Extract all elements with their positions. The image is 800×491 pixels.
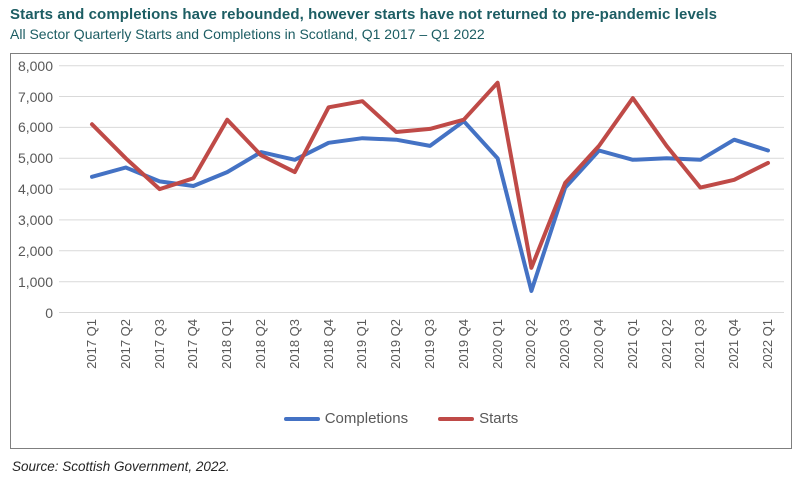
y-axis-label: 7,000 <box>17 88 53 105</box>
y-axis-label: 1,000 <box>17 273 53 290</box>
y-axis-label: 3,000 <box>17 211 53 228</box>
x-axis-label: 2018 Q2 <box>253 319 268 369</box>
x-axis-label: 2017 Q3 <box>151 319 167 369</box>
series-line-starts <box>90 80 770 270</box>
y-axis-label: 5,000 <box>17 150 53 167</box>
x-axis-label: 2020 Q1 <box>489 319 505 369</box>
page-subtitle: All Sector Quarterly Starts and Completi… <box>10 26 485 42</box>
page-title: Starts and completions have rebounded, h… <box>10 6 718 23</box>
chart-frame: 0 1,000 2,000 3,000 4,000 5,000 6,000 7,000 8,00… <box>10 53 792 449</box>
y-axis-label: 0 <box>45 304 53 321</box>
legend-swatch-starts-icon <box>438 416 475 421</box>
x-axis-label: 2020 Q2 <box>523 319 539 369</box>
y-axis-label: 4,000 <box>17 181 53 198</box>
x-axis-label: 2019 Q1 <box>354 319 370 369</box>
legend: Completions Starts <box>11 410 791 427</box>
x-axis-label: 2020 Q4 <box>591 319 606 369</box>
x-axis-label: 2021 Q1 <box>624 319 640 369</box>
x-axis-label: 2021 Q2 <box>658 319 674 369</box>
x-axis-label: 2019 Q4 <box>455 319 471 369</box>
legend-label: Starts <box>479 410 519 427</box>
legend-item-starts: Starts <box>438 410 518 427</box>
x-axis-label: 2018 Q3 <box>286 319 302 369</box>
x-axis-label: 2021 Q3 <box>692 319 708 369</box>
x-axis-label: 2022 Q1 <box>760 319 775 369</box>
x-axis-label: 2020 Q3 <box>557 319 573 369</box>
x-axis-label: 2018 Q4 <box>320 319 336 369</box>
x-axis-label: 2019 Q2 <box>388 319 404 369</box>
chart-canvas <box>59 65 784 313</box>
x-axis-label: 2018 Q1 <box>219 319 235 369</box>
y-axis-label: 6,000 <box>17 119 53 136</box>
x-axis-label: 2019 Q3 <box>422 319 437 369</box>
x-axis-label: 2017 Q4 <box>185 319 201 369</box>
x-axis-label: 2017 Q1 <box>84 319 99 369</box>
source-note: Source: Scottish Government, 2022. <box>12 459 230 474</box>
legend-label: Completions <box>324 410 409 427</box>
x-axis-label: 2017 Q2 <box>117 319 133 369</box>
legend-item-completions: Completions <box>283 410 409 427</box>
x-axis-label: 2021 Q4 <box>726 319 742 369</box>
y-axis-label: 2,000 <box>17 242 53 259</box>
legend-swatch-completions-icon <box>283 416 320 421</box>
y-axis-label: 8,000 <box>17 57 53 74</box>
series-line-completions <box>90 119 770 293</box>
